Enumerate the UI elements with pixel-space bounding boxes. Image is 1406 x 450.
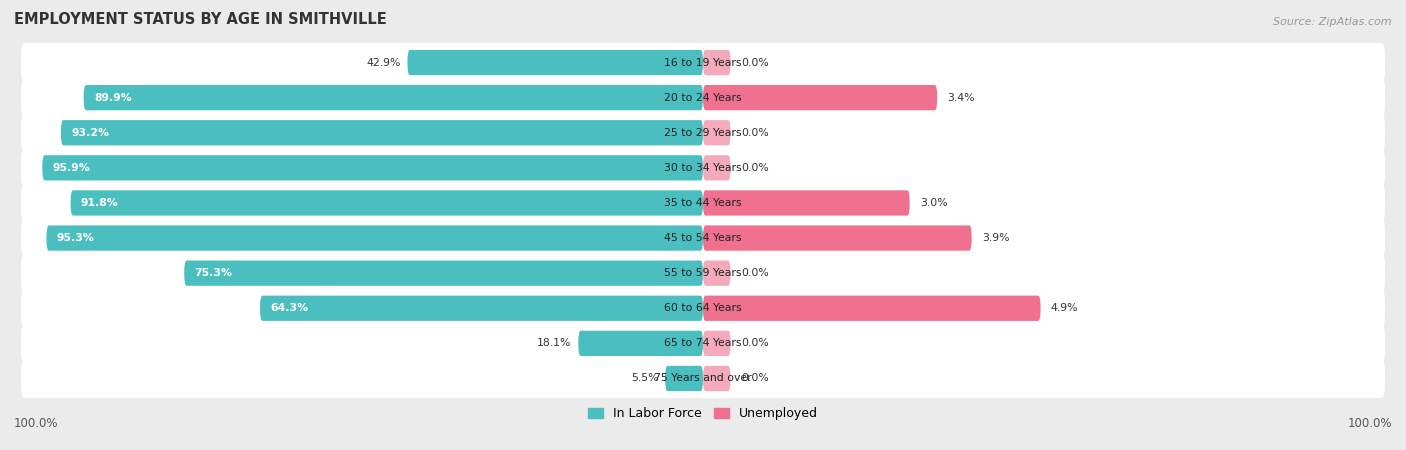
- FancyBboxPatch shape: [70, 190, 703, 216]
- FancyBboxPatch shape: [703, 120, 731, 145]
- Text: 18.1%: 18.1%: [537, 338, 571, 348]
- FancyBboxPatch shape: [703, 261, 731, 286]
- FancyBboxPatch shape: [665, 366, 703, 391]
- Text: 42.9%: 42.9%: [366, 58, 401, 68]
- FancyBboxPatch shape: [703, 225, 972, 251]
- Text: 5.5%: 5.5%: [631, 374, 658, 383]
- FancyBboxPatch shape: [408, 50, 703, 75]
- Text: 3.4%: 3.4%: [948, 93, 976, 103]
- Text: 93.2%: 93.2%: [72, 128, 110, 138]
- Text: 55 to 59 Years: 55 to 59 Years: [664, 268, 742, 278]
- Text: 0.0%: 0.0%: [741, 268, 769, 278]
- Text: 25 to 29 Years: 25 to 29 Years: [664, 128, 742, 138]
- Text: 3.0%: 3.0%: [920, 198, 948, 208]
- Text: 60 to 64 Years: 60 to 64 Years: [664, 303, 742, 313]
- FancyBboxPatch shape: [578, 331, 703, 356]
- Text: 95.3%: 95.3%: [56, 233, 94, 243]
- FancyBboxPatch shape: [703, 50, 731, 75]
- FancyBboxPatch shape: [21, 43, 1385, 82]
- FancyBboxPatch shape: [260, 296, 703, 321]
- FancyBboxPatch shape: [21, 359, 1385, 398]
- Text: 0.0%: 0.0%: [741, 163, 769, 173]
- FancyBboxPatch shape: [703, 296, 1040, 321]
- FancyBboxPatch shape: [46, 225, 703, 251]
- Legend: In Labor Force, Unemployed: In Labor Force, Unemployed: [583, 402, 823, 425]
- Text: EMPLOYMENT STATUS BY AGE IN SMITHVILLE: EMPLOYMENT STATUS BY AGE IN SMITHVILLE: [14, 13, 387, 27]
- Text: 65 to 74 Years: 65 to 74 Years: [664, 338, 742, 348]
- Text: 3.9%: 3.9%: [981, 233, 1010, 243]
- Text: 0.0%: 0.0%: [741, 374, 769, 383]
- Text: 20 to 24 Years: 20 to 24 Years: [664, 93, 742, 103]
- FancyBboxPatch shape: [21, 113, 1385, 153]
- FancyBboxPatch shape: [21, 324, 1385, 363]
- Text: 100.0%: 100.0%: [1347, 417, 1392, 430]
- FancyBboxPatch shape: [21, 183, 1385, 223]
- FancyBboxPatch shape: [21, 288, 1385, 328]
- FancyBboxPatch shape: [21, 148, 1385, 188]
- FancyBboxPatch shape: [703, 366, 731, 391]
- Text: 45 to 54 Years: 45 to 54 Years: [664, 233, 742, 243]
- Text: 0.0%: 0.0%: [741, 58, 769, 68]
- FancyBboxPatch shape: [60, 120, 703, 145]
- FancyBboxPatch shape: [703, 190, 910, 216]
- Text: 100.0%: 100.0%: [14, 417, 59, 430]
- Text: 75.3%: 75.3%: [194, 268, 232, 278]
- Text: Source: ZipAtlas.com: Source: ZipAtlas.com: [1274, 18, 1392, 27]
- Text: 95.9%: 95.9%: [52, 163, 90, 173]
- Text: 30 to 34 Years: 30 to 34 Years: [664, 163, 742, 173]
- Text: 35 to 44 Years: 35 to 44 Years: [664, 198, 742, 208]
- FancyBboxPatch shape: [703, 85, 938, 110]
- FancyBboxPatch shape: [21, 218, 1385, 258]
- Text: 4.9%: 4.9%: [1050, 303, 1078, 313]
- Text: 91.8%: 91.8%: [82, 198, 118, 208]
- FancyBboxPatch shape: [83, 85, 703, 110]
- FancyBboxPatch shape: [21, 78, 1385, 117]
- Text: 64.3%: 64.3%: [270, 303, 308, 313]
- FancyBboxPatch shape: [703, 155, 731, 180]
- FancyBboxPatch shape: [703, 331, 731, 356]
- FancyBboxPatch shape: [21, 253, 1385, 293]
- Text: 0.0%: 0.0%: [741, 338, 769, 348]
- Text: 89.9%: 89.9%: [94, 93, 132, 103]
- FancyBboxPatch shape: [184, 261, 703, 286]
- FancyBboxPatch shape: [42, 155, 703, 180]
- Text: 75 Years and over: 75 Years and over: [654, 374, 752, 383]
- Text: 0.0%: 0.0%: [741, 128, 769, 138]
- Text: 16 to 19 Years: 16 to 19 Years: [664, 58, 742, 68]
